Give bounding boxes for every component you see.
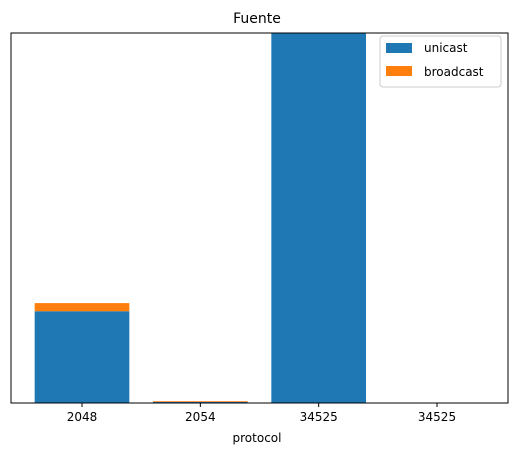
x-tick-label-1: 2054 — [185, 410, 216, 424]
bar-unicast-0 — [34, 311, 130, 403]
legend-label-broadcast: broadcast — [424, 65, 484, 79]
x-tick-label-0: 2048 — [67, 410, 98, 424]
legend-label-unicast: unicast — [424, 41, 468, 55]
bar-unicast-1 — [153, 401, 248, 403]
bar-broadcast-0 — [34, 303, 130, 312]
x-axis-label: protocol — [233, 431, 282, 445]
x-tick-label-3: 34525 — [418, 410, 456, 424]
legend-swatch-unicast — [386, 43, 412, 53]
x-axis-ticks: 2048 2054 34525 34525 — [67, 403, 456, 424]
x-tick-label-2: 34525 — [300, 410, 338, 424]
bar-unicast-2 — [271, 33, 366, 403]
plot-frame — [10, 32, 509, 404]
bar-broadcast-1 — [153, 401, 248, 402]
legend-swatch-broadcast — [386, 66, 412, 76]
chart-title: Fuente — [233, 11, 281, 27]
bars-group — [34, 33, 366, 403]
legend: unicast broadcast — [379, 35, 502, 88]
